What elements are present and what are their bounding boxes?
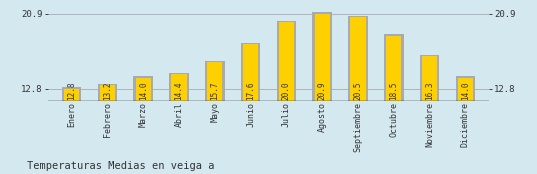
Bar [64,89,79,101]
Bar [241,43,260,101]
Bar [171,74,186,101]
Bar [207,62,222,101]
Bar [133,76,153,101]
Bar [277,21,296,101]
Bar [100,85,115,101]
Text: 14.4: 14.4 [175,81,184,100]
Text: 16.3: 16.3 [425,81,434,100]
Text: 13.2: 13.2 [103,81,112,100]
Bar [384,34,404,101]
Text: 14.0: 14.0 [139,81,148,100]
Text: 14.0: 14.0 [461,81,470,100]
Bar [62,88,82,101]
Bar [243,44,258,101]
Text: 20.0: 20.0 [282,81,291,100]
Bar [420,55,439,101]
Text: 20.9: 20.9 [318,81,326,100]
Text: 20.5: 20.5 [353,81,362,100]
Bar [348,16,368,101]
Bar [422,56,437,101]
Bar [386,36,401,101]
Bar [315,14,330,101]
Bar [136,78,151,101]
Text: 15.7: 15.7 [211,81,219,100]
Bar [351,17,366,101]
Bar [455,76,475,101]
Bar [98,84,117,101]
Bar [279,22,294,101]
Bar [458,78,473,101]
Text: 18.5: 18.5 [389,81,398,100]
Bar [313,12,332,101]
Text: 17.6: 17.6 [246,81,255,100]
Bar [169,73,189,101]
Text: Temperaturas Medias en veiga a: Temperaturas Medias en veiga a [27,161,214,171]
Bar [205,61,224,101]
Text: 12.8: 12.8 [67,81,76,100]
